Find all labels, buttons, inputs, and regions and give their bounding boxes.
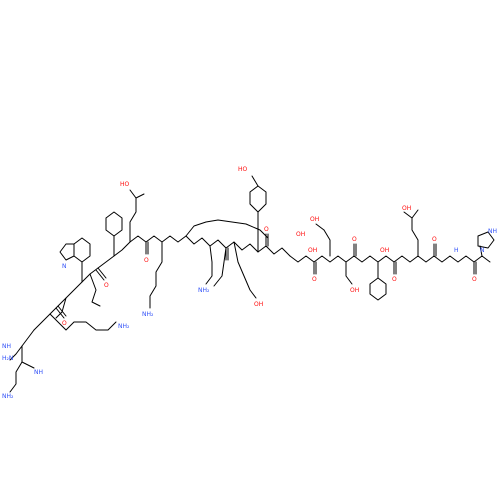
atom-label: NH₂ (142, 311, 154, 318)
peptide-backbone (9, 219, 491, 361)
atom-label: N (480, 247, 485, 254)
atom-label: OH (296, 231, 305, 238)
side-chains (9, 175, 495, 393)
atom-label: H (454, 247, 459, 254)
atom-label: O (62, 320, 67, 327)
atom-label: OH (310, 216, 319, 223)
atom-label: NH₂ (118, 323, 130, 330)
atom-label: O (144, 257, 149, 264)
atom-label: NH (488, 228, 497, 235)
atom-label: O (104, 282, 109, 289)
atom-label: H₂N (2, 355, 13, 362)
atom-label: OH (380, 247, 389, 254)
atom-labels: NH N H O OH O HO O OH O OH OH O OH O HO … (2, 166, 497, 400)
atom-label: NH₂ (198, 287, 210, 294)
atom-label: O (392, 276, 397, 283)
atom-label: NH (34, 369, 43, 376)
atom-label: OH (350, 287, 359, 294)
atom-label: OH (402, 205, 411, 212)
atom-label: NH (2, 343, 11, 350)
atom-label: HO (120, 181, 130, 188)
atom-label: O (264, 226, 269, 233)
atom-label: NH₂ (2, 393, 14, 400)
atom-label: O (432, 236, 437, 243)
atom-label: OH (254, 301, 263, 308)
atom-label: HO (238, 166, 248, 173)
atom-label: O (312, 276, 317, 283)
atom-label: O (472, 276, 477, 283)
atom-label: N (62, 263, 67, 270)
atom-label: OH (308, 247, 317, 254)
atom-label: O (352, 236, 357, 243)
